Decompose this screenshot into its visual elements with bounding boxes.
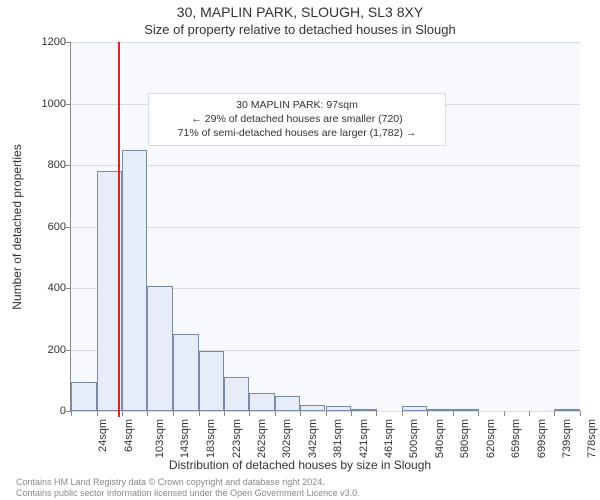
x-tick [97,411,98,416]
histogram-bar [224,377,250,411]
y-tick-label: 800 [26,159,66,171]
y-gridline [71,165,580,166]
y-tick-label: 0 [26,405,66,417]
x-tick-label: 699sqm [536,419,548,458]
page-title: 30, MAPLIN PARK, SLOUGH, SL3 8XY [0,4,600,20]
histogram-bar [199,351,225,411]
x-tick [71,411,72,416]
y-tick [66,165,71,166]
y-axis-label: Number of detached properties [10,144,24,309]
x-tick-label: 580sqm [460,419,472,458]
histogram-bar [122,150,148,411]
annotation-line: ← 29% of detached houses are smaller (72… [157,112,437,126]
x-tick [199,411,200,416]
property-marker-line [118,42,120,417]
plot-area: 30 MAPLIN PARK: 97sqm ← 29% of detached … [70,42,580,412]
histogram-bar [71,382,97,411]
x-tick [478,411,479,416]
annotation-line: 30 MAPLIN PARK: 97sqm [157,98,437,112]
chart-subtitle: Size of property relative to detached ho… [0,22,600,37]
y-tick [66,350,71,351]
x-tick-label: 778sqm [586,419,598,458]
attribution: Contains HM Land Registry data © Crown c… [16,477,576,498]
x-tick [554,411,555,416]
x-tick [580,411,581,416]
x-tick [402,411,403,416]
x-tick-label: 143sqm [179,419,191,458]
x-tick-label: 342sqm [307,419,319,458]
x-tick-label: 24sqm [97,419,109,452]
y-gridline [71,42,580,43]
x-tick [249,411,250,416]
y-tick [66,42,71,43]
x-tick-label: 103sqm [154,419,166,458]
y-tick-label: 600 [26,221,66,233]
x-tick-label: 739sqm [561,419,573,458]
y-tick-label: 200 [26,344,66,356]
chart-container: 30, MAPLIN PARK, SLOUGH, SL3 8XY Size of… [0,0,600,500]
histogram-bar [249,393,275,411]
x-tick-label: 302sqm [281,419,293,458]
y-tick [66,104,71,105]
x-tick [147,411,148,416]
histogram-bar [351,409,377,411]
x-tick [173,411,174,416]
histogram-bar [300,405,326,411]
x-tick-label: 64sqm [123,419,135,452]
x-tick-label: 659sqm [510,419,522,458]
y-tick-label: 400 [26,282,66,294]
histogram-bar [275,396,301,411]
annotation-line: 71% of semi-detached houses are larger (… [157,126,437,140]
y-tick [66,288,71,289]
annotation-box: 30 MAPLIN PARK: 97sqm ← 29% of detached … [148,93,446,146]
x-tick [504,411,505,416]
x-tick-label: 461sqm [383,419,395,458]
x-tick [351,411,352,416]
x-tick [300,411,301,416]
x-tick [427,411,428,416]
histogram-bar [427,409,453,411]
y-tick [66,227,71,228]
histogram-bar [326,406,352,411]
x-tick [122,411,123,416]
x-tick-label: 620sqm [485,419,497,458]
x-tick-label: 183sqm [205,419,217,458]
x-tick [376,411,377,416]
histogram-bar [554,409,580,411]
x-tick [275,411,276,416]
histogram-bar [147,286,173,411]
x-tick-label: 381sqm [332,419,344,458]
y-tick-label: 1000 [26,98,66,110]
y-axis-label-container: Number of detached properties [8,42,26,412]
histogram-bar [173,334,199,411]
x-tick-label: 262sqm [256,419,268,458]
x-axis-label: Distribution of detached houses by size … [0,458,600,472]
attribution-line: Contains public sector information licen… [16,488,576,498]
x-tick-label: 540sqm [434,419,446,458]
x-tick [326,411,327,416]
y-gridline [71,227,580,228]
histogram-bar [402,406,428,411]
y-tick-label: 1200 [26,36,66,48]
x-tick [224,411,225,416]
x-tick-label: 500sqm [408,419,420,458]
x-tick [529,411,530,416]
histogram-bar [453,409,479,411]
x-tick-label: 223sqm [231,419,243,458]
x-tick-label: 421sqm [358,419,370,458]
attribution-line: Contains HM Land Registry data © Crown c… [16,477,576,487]
x-tick [453,411,454,416]
